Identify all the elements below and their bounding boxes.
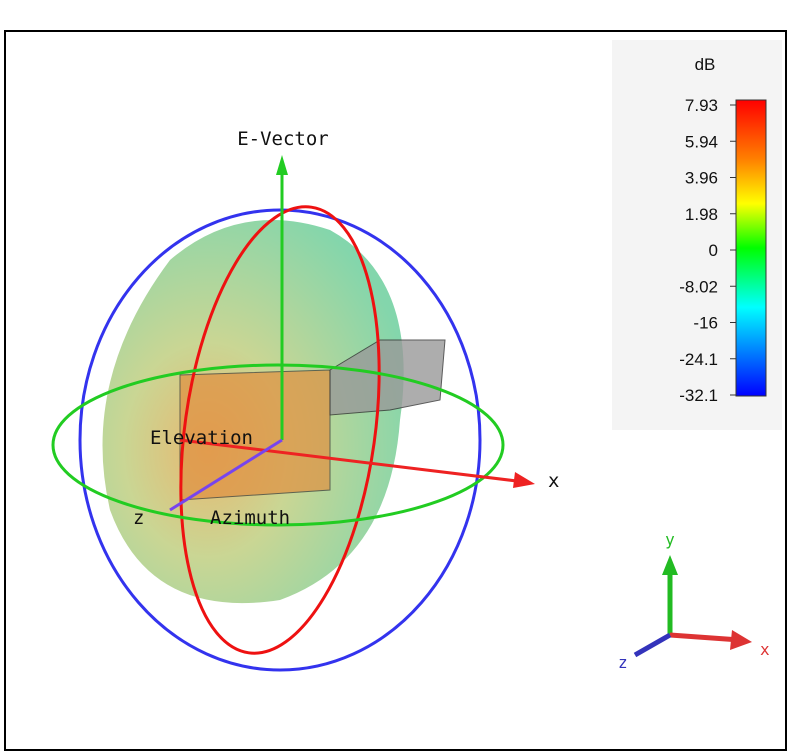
azimuth-label: Azimuth (210, 507, 290, 529)
colorbar-tick-label: -8.02 (679, 277, 718, 296)
e-vector-label: E-Vector (237, 128, 329, 150)
colorbar-tick-label: 0 (709, 241, 718, 260)
colorbar-tick-label: -32.1 (679, 386, 718, 405)
colorbar-tick-label: 7.93 (685, 96, 718, 115)
colorbar-tick-label: 5.94 (685, 132, 718, 151)
colorbar-tick-label: -24.1 (679, 350, 718, 369)
page: {"colorbar": {"unit": "dB", "ticks": [7.… (0, 0, 787, 751)
colorbar-unit: dB (695, 55, 716, 74)
elevation-label: Elevation (150, 427, 253, 449)
triad-y-label: y (665, 530, 675, 549)
colorbar-tick-label: -16 (693, 314, 718, 333)
x-label: x (548, 470, 559, 492)
colorbar-tick-label: 3.96 (685, 169, 718, 188)
viewport: E-Vector Elevation Azimuth x z dB 7.93 5.… (0, 0, 787, 751)
triad-x-label: x (760, 640, 770, 659)
colorbar-tick-label: 1.98 (685, 205, 718, 224)
colorbar (736, 100, 766, 396)
triad-z-label: z (618, 653, 628, 672)
z-label: z (133, 507, 144, 529)
